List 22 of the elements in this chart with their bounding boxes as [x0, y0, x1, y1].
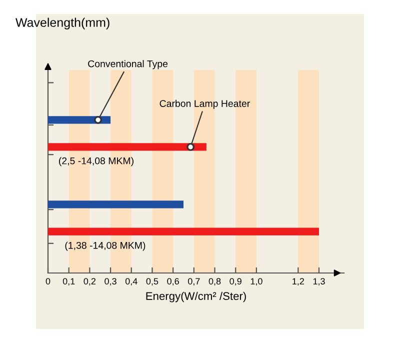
text: Conventional Type [88, 60, 168, 70]
text: Carbon Lamp Heater [160, 100, 250, 109]
x-tick-label: 0 [46, 278, 50, 284]
x-tick-label: 0,3 [104, 278, 116, 286]
x-axis-title: Energy(W/cm² /Ster) [146, 292, 246, 302]
annotation: (2,5 -14,08 MKM) [59, 157, 134, 166]
x-tick-label: 0,2 [84, 278, 96, 286]
x-tick-label: 1,2 [292, 278, 304, 286]
x-tick-label: 1,0 [250, 278, 262, 286]
x-tick-label: 0,1 [62, 278, 75, 286]
x-tick-label: 1,3 [313, 278, 325, 286]
y-axis-title: Wavelength(mm) [16, 18, 110, 30]
annotation: (1,38 -14,08 MKM) [65, 242, 146, 251]
x-tick-label: 0,5 [146, 278, 158, 286]
x-tick-label: 0,8 [208, 278, 221, 286]
bar [48, 228, 319, 236]
x-tick-label: 0,7 [188, 278, 200, 286]
bar [48, 200, 184, 208]
bar [48, 143, 206, 151]
x-tick-label: 0,6 [167, 278, 179, 286]
x-tick-label: 0,9 [230, 278, 242, 286]
x-tick-label: 0,4 [125, 278, 138, 286]
